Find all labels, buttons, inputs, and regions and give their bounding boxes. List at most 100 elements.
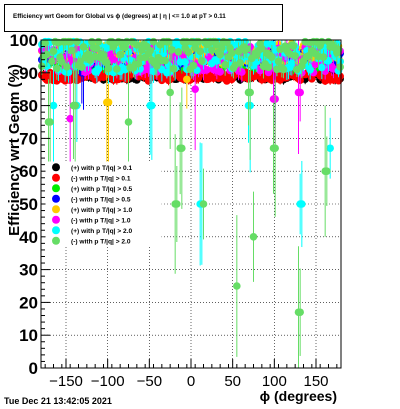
legend-marker — [52, 205, 60, 214]
data-point — [236, 59, 244, 67]
data-point — [149, 37, 158, 46]
x-tick-label: 100 — [262, 373, 287, 390]
legend-label: (-) with p T/|q| > 2.0 — [71, 238, 131, 245]
legend-label: (+) with p T/|q| > 0.1 — [71, 165, 133, 172]
data-point — [243, 45, 251, 53]
data-point — [298, 200, 306, 208]
legend-box — [45, 161, 162, 247]
data-point — [199, 200, 208, 208]
x-tick-label: −150 — [49, 373, 83, 390]
data-point — [116, 50, 124, 59]
legend-marker — [52, 236, 60, 245]
data-point — [249, 233, 258, 241]
data-point — [279, 65, 288, 74]
x-tick-label: 150 — [303, 373, 328, 390]
data-point — [53, 64, 61, 73]
y-tick-label: 20 — [19, 293, 38, 312]
data-point — [296, 308, 304, 317]
data-point — [196, 47, 204, 56]
y-tick-label: 40 — [19, 228, 38, 247]
legend-label: (-) with p T/|q| > 0.1 — [71, 175, 131, 182]
legend-marker — [52, 194, 60, 203]
data-point — [78, 63, 86, 71]
data-point — [291, 52, 299, 60]
data-point — [63, 63, 71, 71]
data-point — [104, 64, 113, 73]
data-point — [49, 47, 58, 56]
data-point — [79, 43, 88, 51]
data-point — [49, 101, 58, 110]
data-point — [189, 61, 198, 70]
x-tick-label: 0 — [187, 373, 195, 390]
data-point — [146, 46, 154, 55]
data-point — [318, 63, 326, 72]
data-point — [221, 60, 229, 69]
data-point — [268, 53, 276, 61]
data-point — [94, 65, 103, 73]
data-point — [318, 37, 326, 46]
data-point — [181, 58, 189, 66]
data-point — [194, 37, 203, 46]
axis-ticks: −150 −100 −50 0 50 100 150 0 10 20 30 40 50 60 70 80 90 1… — [10, 31, 338, 390]
x-axis-label: ϕ (degrees) — [260, 388, 337, 404]
data-point — [164, 37, 173, 46]
y-axis-label: Efficiency wrt Geom (%) — [6, 64, 23, 236]
data-point — [133, 41, 141, 49]
data-point — [326, 144, 334, 153]
y-tick-label: 100 — [10, 31, 38, 50]
data-point — [274, 57, 283, 66]
data-point — [296, 88, 304, 97]
legend-label: (+) with p T/|q| > 2.0 — [71, 228, 133, 235]
data-point — [184, 48, 193, 56]
data-point — [246, 88, 254, 97]
data-point — [153, 62, 161, 70]
data-point — [68, 46, 76, 55]
data-point — [258, 44, 266, 53]
data-point — [161, 56, 169, 65]
data-point — [94, 37, 103, 46]
data-point — [124, 118, 133, 126]
chart-title: Efficiency wrt Geom for Global vs ϕ (deg… — [13, 13, 226, 20]
data-point — [233, 282, 241, 290]
data-point — [264, 63, 273, 72]
legend-marker — [52, 163, 60, 172]
data-point — [174, 48, 183, 56]
data-point — [113, 65, 121, 73]
data-point — [289, 41, 298, 50]
data-point — [48, 57, 56, 66]
legend-label: (-) with p T/|q| > 0.5 — [71, 196, 131, 203]
legend-marker — [52, 215, 60, 224]
data-point — [271, 144, 279, 153]
data-point — [191, 85, 199, 93]
legend-label: (+) with p T/|q| > 0.5 — [71, 186, 133, 193]
data-point — [198, 57, 206, 65]
y-tick-label: 80 — [19, 97, 38, 116]
data-point — [319, 53, 328, 61]
data-point — [66, 37, 74, 46]
legend-label: (+) with p T/|q| > 1.0 — [71, 207, 133, 214]
legend: (+) with p T/|q| > 0.1 (-) with p T/|q| >… — [45, 161, 162, 247]
y-tick-label: 70 — [19, 129, 38, 148]
y-tick-label: 50 — [19, 195, 38, 214]
legend-marker — [52, 226, 60, 235]
data-point — [93, 44, 101, 53]
y-tick-label: 90 — [19, 64, 38, 83]
legend-label: (-) with p T/|q| > 1.0 — [71, 217, 131, 224]
x-tick-label: 50 — [224, 373, 241, 390]
data-point — [148, 101, 156, 110]
data-point — [306, 65, 314, 74]
data-point — [168, 46, 176, 54]
data-point — [66, 114, 74, 123]
data-point — [323, 167, 331, 175]
data-point — [334, 45, 343, 54]
data-point — [216, 68, 224, 76]
legend-marker — [52, 173, 60, 182]
data-point — [43, 50, 51, 59]
y-tick-label: 10 — [19, 326, 38, 345]
timestamp: Tue Dec 21 13:42:05 2021 — [4, 396, 112, 406]
data-points — [38, 37, 344, 368]
legend-marker — [52, 184, 60, 193]
data-point — [238, 68, 246, 76]
data-point — [104, 98, 113, 107]
